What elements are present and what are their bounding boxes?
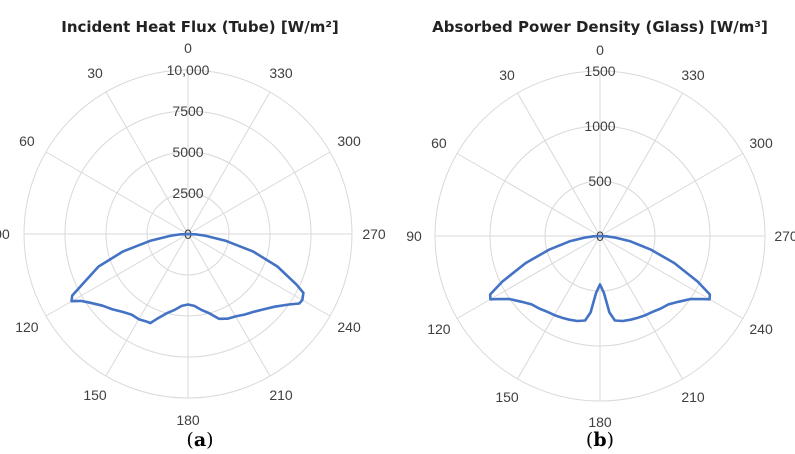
grid-spoke-a-150: [105, 233, 189, 377]
panel-letter-a: a: [194, 429, 206, 451]
angle-label-a-210: 210: [269, 387, 293, 403]
grid-spoke-a-120: [45, 233, 189, 317]
angle-label-b-240: 240: [749, 321, 773, 337]
panel-label-b: (b): [586, 429, 614, 451]
grid-spoke-a-330: [187, 91, 271, 235]
angle-label-a-330: 330: [269, 65, 293, 81]
angle-label-a-90: 90: [0, 226, 10, 242]
panel-paren-close-b: ): [607, 429, 614, 451]
radial-tick-label-b-2: 1000: [584, 118, 615, 134]
grid-spoke-b-330: [599, 92, 683, 237]
grid-spoke-b-30: [517, 92, 601, 237]
angle-label-b-150: 150: [495, 389, 519, 405]
grid-spoke-b-120: [456, 235, 601, 319]
polar-grid-b: [434, 70, 766, 402]
grid-spoke-b-300: [599, 153, 744, 237]
radial-tick-label-b-1: 500: [588, 173, 612, 189]
angle-label-b-60: 60: [431, 135, 447, 151]
angle-label-a-180: 180: [176, 412, 200, 428]
angle-labels-b: 0 30 60 90 120 150 180 210 240 270 300 330: [406, 42, 795, 430]
angle-label-b-30: 30: [499, 67, 515, 83]
grid-spoke-b-240: [599, 235, 744, 319]
chart-title-a: Incident Heat Flux (Tube) [W/m²]: [61, 18, 339, 36]
panel-label-a: (a): [186, 429, 213, 451]
angle-label-b-330: 330: [681, 67, 705, 83]
polar-chart-a: Incident Heat Flux (Tube) [W/m²] 0 2500 50…: [0, 18, 386, 451]
polar-chart-b: Absorbed Power Density (Glass) [W/m³] 0 5…: [406, 18, 795, 451]
angle-label-b-120: 120: [427, 321, 451, 337]
grid-spoke-a-300: [187, 151, 331, 235]
chart-title-b: Absorbed Power Density (Glass) [W/m³]: [432, 18, 768, 36]
panel-paren-open-b: (: [586, 429, 593, 451]
grid-spoke-a-30: [105, 91, 189, 235]
series-line-a-0: [70, 232, 305, 325]
angle-label-a-120: 120: [15, 319, 39, 335]
panel-paren-open-a: (: [186, 429, 193, 451]
grid-spoke-a-240: [187, 233, 331, 317]
angle-label-b-300: 300: [749, 135, 773, 151]
grid-spoke-b-210: [599, 235, 683, 380]
angle-label-b-270: 270: [774, 228, 795, 244]
angle-label-a-0: 0: [184, 40, 192, 56]
radial-tick-label-b-3: 1500: [584, 63, 615, 79]
angle-label-a-300: 300: [337, 133, 361, 149]
polar-grid-a: [23, 69, 353, 399]
radial-tick-label-a-3: 7500: [172, 103, 203, 119]
angle-label-b-0: 0: [596, 42, 604, 58]
radial-tick-label-a-2: 5000: [172, 144, 203, 160]
series-layer-b: [488, 234, 712, 323]
grid-spoke-b-60: [456, 153, 601, 237]
angle-label-a-270: 270: [362, 226, 386, 242]
angle-label-b-90: 90: [406, 228, 422, 244]
series-line-b-0: [488, 234, 712, 323]
panel-letter-b: b: [593, 429, 606, 451]
angle-label-b-180: 180: [588, 414, 612, 430]
grid-spoke-a-60: [45, 151, 189, 235]
radial-tick-label-a-4: 10,000: [167, 62, 210, 78]
angle-label-a-240: 240: [337, 319, 361, 335]
angle-label-a-30: 30: [87, 65, 103, 81]
grid-spoke-a-210: [187, 233, 271, 377]
grid-spoke-b-150: [517, 235, 601, 380]
angle-label-b-210: 210: [681, 389, 705, 405]
angle-label-a-60: 60: [19, 133, 35, 149]
radial-tick-label-a-1: 2500: [172, 185, 203, 201]
angle-label-a-150: 150: [83, 387, 107, 403]
panel-paren-close-a: ): [206, 429, 213, 451]
angle-labels-a: 0 30 60 90 120 150 180 210 240 270 300 330: [0, 40, 386, 428]
series-layer-a: [70, 232, 305, 325]
